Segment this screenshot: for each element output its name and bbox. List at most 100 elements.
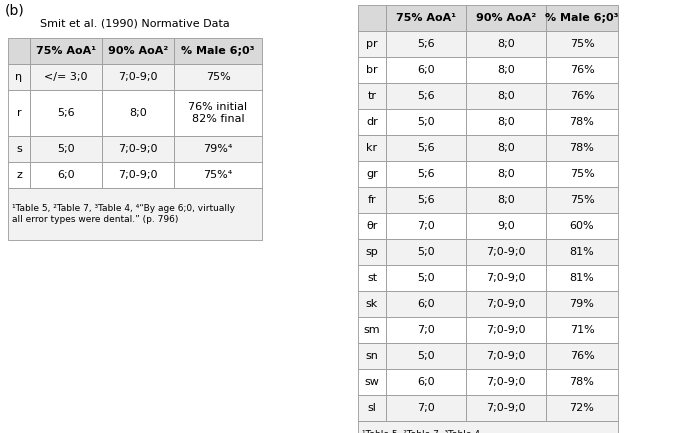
Bar (546, 161, 618, 187)
Bar (546, 369, 618, 395)
Bar (546, 291, 618, 317)
Bar (466, 57, 546, 83)
Bar (174, 162, 262, 188)
Text: sw: sw (365, 377, 379, 387)
Text: 78%: 78% (570, 143, 594, 153)
Bar (358, 395, 386, 421)
Bar (358, 31, 386, 57)
Bar (358, 239, 386, 265)
Text: 7;0: 7;0 (417, 325, 435, 335)
Text: 5;6: 5;6 (417, 91, 435, 101)
Text: kr: kr (366, 143, 377, 153)
Bar (358, 291, 386, 317)
Text: 90% AoA²: 90% AoA² (476, 13, 536, 23)
Text: θr: θr (366, 221, 378, 231)
Text: 7;0-9;0: 7;0-9;0 (486, 403, 526, 413)
Bar (546, 5, 618, 31)
Bar (102, 38, 174, 64)
Text: z: z (16, 170, 22, 180)
Bar (386, 187, 466, 213)
Bar (358, 265, 386, 291)
Text: 8;0: 8;0 (497, 195, 515, 205)
Bar (386, 57, 466, 83)
Bar (30, 64, 102, 90)
Bar (546, 395, 618, 421)
Bar (386, 135, 466, 161)
Bar (386, 83, 466, 109)
Bar (386, 5, 466, 31)
Text: st: st (367, 273, 377, 283)
Text: 5;6: 5;6 (417, 143, 435, 153)
Bar (546, 187, 618, 213)
Bar (8, 188, 262, 240)
Text: 75% AoA¹: 75% AoA¹ (396, 13, 456, 23)
Text: 79%: 79% (570, 299, 594, 309)
Text: tr: tr (368, 91, 377, 101)
Text: 9;0: 9;0 (497, 221, 515, 231)
Bar (8, 38, 30, 64)
Bar (386, 265, 466, 291)
Text: 90% AoA²: 90% AoA² (108, 46, 168, 56)
Bar (386, 395, 466, 421)
Bar (546, 265, 618, 291)
Text: 7;0-9;0: 7;0-9;0 (486, 351, 526, 361)
Bar (546, 109, 618, 135)
Bar (102, 162, 174, 188)
Text: 7;0-9;0: 7;0-9;0 (118, 144, 158, 154)
Bar (386, 239, 466, 265)
Text: 71%: 71% (570, 325, 594, 335)
Bar (466, 5, 546, 31)
Bar (466, 265, 546, 291)
Text: 60%: 60% (570, 221, 594, 231)
Bar (466, 317, 546, 343)
Text: 76%: 76% (570, 351, 594, 361)
Bar (174, 64, 262, 90)
Bar (358, 421, 618, 433)
Text: ¹Table 5, ²Table 7, ³Table 4, ⁴“By age 6;0, virtually
all error types were denta: ¹Table 5, ²Table 7, ³Table 4, ⁴“By age 6… (12, 204, 235, 224)
Text: sm: sm (364, 325, 380, 335)
Text: 75%: 75% (570, 169, 594, 179)
Bar (358, 57, 386, 83)
Text: 81%: 81% (570, 247, 594, 257)
Bar (358, 109, 386, 135)
Text: sn: sn (365, 351, 379, 361)
Text: (b): (b) (5, 3, 24, 17)
Bar (386, 369, 466, 395)
Text: 5;0: 5;0 (57, 144, 75, 154)
Text: r: r (17, 108, 21, 118)
Bar (466, 83, 546, 109)
Bar (174, 136, 262, 162)
Bar (386, 109, 466, 135)
Text: 5;6: 5;6 (57, 108, 75, 118)
Bar (466, 109, 546, 135)
Bar (466, 135, 546, 161)
Bar (466, 343, 546, 369)
Text: 7;0-9;0: 7;0-9;0 (486, 377, 526, 387)
Bar (546, 343, 618, 369)
Bar (546, 213, 618, 239)
Text: 6;0: 6;0 (417, 65, 435, 75)
Bar (466, 239, 546, 265)
Text: dr: dr (366, 117, 378, 127)
Bar (174, 38, 262, 64)
Bar (102, 90, 174, 136)
Text: sk: sk (366, 299, 378, 309)
Bar (358, 317, 386, 343)
Bar (8, 64, 30, 90)
Text: 5;0: 5;0 (417, 351, 435, 361)
Text: η: η (15, 72, 22, 82)
Text: sl: sl (368, 403, 377, 413)
Text: 78%: 78% (570, 377, 594, 387)
Text: 7;0: 7;0 (417, 403, 435, 413)
Bar (466, 187, 546, 213)
Bar (466, 369, 546, 395)
Text: 7;0-9;0: 7;0-9;0 (486, 325, 526, 335)
Text: % Male 6;0³: % Male 6;0³ (545, 13, 619, 23)
Bar (386, 213, 466, 239)
Bar (174, 90, 262, 136)
Text: 7;0-9;0: 7;0-9;0 (118, 170, 158, 180)
Bar (546, 31, 618, 57)
Bar (546, 83, 618, 109)
Bar (30, 90, 102, 136)
Bar (358, 83, 386, 109)
